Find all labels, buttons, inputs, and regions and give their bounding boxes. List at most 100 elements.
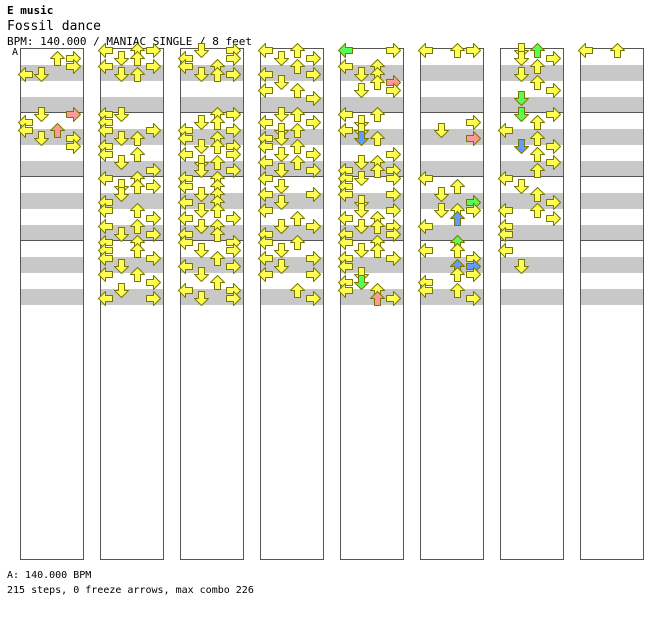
arrow-left-quarter-icon [178,283,193,298]
arrow-down-quarter-icon [114,155,129,170]
arrow-left-quarter-icon [338,187,353,202]
arrow-up-quarter-icon [130,179,145,194]
beat-band [421,161,483,177]
arrow-right-quarter-icon [226,67,241,82]
arrow-left-quarter-icon [418,171,433,186]
arrow-down-quarter-icon [274,163,289,178]
beat-band [581,257,643,273]
arrow-right-quarter-icon [146,291,161,306]
arrow-right-quarter-icon [386,171,401,186]
arrow-down-quarter-icon [274,51,289,66]
arrow-left-quarter-icon [498,171,513,186]
arrow-up-eighth-icon [50,123,65,138]
chart-column-5 [338,43,404,560]
arrow-up-quarter-icon [130,67,145,82]
arrow-right-quarter-icon [306,147,321,162]
arrow-right-quarter-icon [226,147,241,162]
arrow-left-quarter-icon [98,147,113,162]
beat-band [101,97,163,113]
arrow-left-quarter-icon [338,211,353,226]
arrow-up-sixteenth-icon [450,211,465,226]
arrow-up-quarter-icon [130,147,145,162]
arrow-right-quarter-icon [226,163,241,178]
arrow-right-quarter-icon [306,187,321,202]
arrow-right-quarter-icon [146,227,161,242]
arrow-down-quarter-icon [194,43,209,58]
arrow-down-quarter-icon [34,131,49,146]
measure-line [581,240,643,241]
arrow-left-quarter-icon [258,67,273,82]
beat-band [581,161,643,177]
arrow-right-quarter-icon [546,211,561,226]
arrow-right-quarter-icon [146,211,161,226]
arrow-up-quarter-icon [370,75,385,90]
genre-label: E music [7,4,54,17]
arrow-right-quarter-icon [386,291,401,306]
arrow-up-quarter-icon [210,275,225,290]
beat-band [581,129,643,145]
arrow-down-twelfth-icon [514,107,529,122]
arrow-down-quarter-icon [354,155,369,170]
arrow-left-quarter-icon [98,59,113,74]
arrow-right-quarter-icon [146,59,161,74]
beat-band [21,97,83,113]
measure-line [341,176,403,177]
measure-line [581,112,643,113]
beat-band [21,257,83,273]
arrow-left-quarter-icon [178,131,193,146]
arrow-right-quarter-icon [466,115,481,130]
arrow-up-quarter-icon [370,131,385,146]
arrow-down-twelfth-icon [354,275,369,290]
arrow-up-quarter-icon [290,107,305,122]
arrow-up-quarter-icon [450,43,465,58]
arrow-left-quarter-icon [258,171,273,186]
arrow-left-quarter-icon [338,283,353,298]
arrow-up-quarter-icon [290,211,305,226]
arrow-up-quarter-icon [290,43,305,58]
arrow-down-quarter-icon [274,243,289,258]
measure-line [21,240,83,241]
arrow-right-quarter-icon [466,267,481,282]
chart-column-1 [18,48,84,560]
arrow-down-quarter-icon [274,259,289,274]
arrow-up-quarter-icon [210,251,225,266]
arrow-right-quarter-icon [306,51,321,66]
arrow-right-quarter-icon [306,219,321,234]
beat-band [581,65,643,81]
arrow-left-quarter-icon [418,283,433,298]
arrow-left-quarter-icon [98,203,113,218]
arrow-down-quarter-icon [434,187,449,202]
arrow-down-quarter-icon [354,243,369,258]
arrow-right-quarter-icon [146,123,161,138]
arrow-right-eighth-icon [66,107,81,122]
arrow-down-quarter-icon [514,51,529,66]
arrow-down-quarter-icon [274,107,289,122]
arrow-up-quarter-icon [530,131,545,146]
arrow-left-quarter-icon [258,43,273,58]
arrow-up-quarter-icon [210,115,225,130]
arrow-down-quarter-icon [274,147,289,162]
arrow-down-quarter-icon [274,179,289,194]
arrow-right-quarter-icon [146,43,161,58]
arrow-up-quarter-icon [290,59,305,74]
bpm-legend: A: 140.000 BPM [7,570,92,581]
arrow-right-quarter-icon [386,83,401,98]
arrow-left-quarter-icon [258,235,273,250]
arrow-left-quarter-icon [178,235,193,250]
arrow-right-quarter-icon [386,187,401,202]
measure-line [581,176,643,177]
arrow-right-quarter-icon [66,139,81,154]
arrow-up-quarter-icon [610,43,625,58]
arrow-right-quarter-icon [546,83,561,98]
arrow-up-quarter-icon [210,227,225,242]
arrow-up-quarter-icon [530,187,545,202]
arrow-up-quarter-icon [290,235,305,250]
beat-band [181,97,243,113]
arrow-down-quarter-icon [354,171,369,186]
arrow-right-quarter-icon [146,179,161,194]
arrow-down-quarter-icon [514,259,529,274]
arrow-right-quarter-icon [306,91,321,106]
chart-column-3 [178,43,244,560]
arrow-left-quarter-icon [98,251,113,266]
measure-line [501,176,563,177]
